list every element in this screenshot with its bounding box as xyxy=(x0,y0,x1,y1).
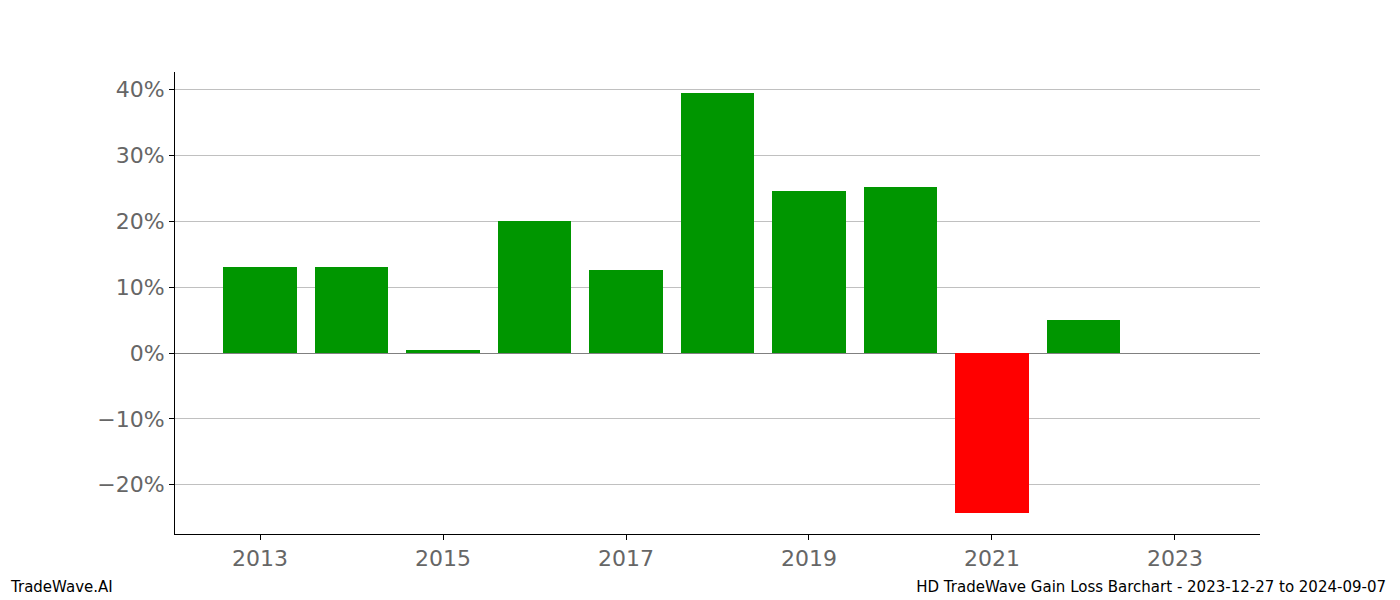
svg-text:2021: 2021 xyxy=(964,546,1020,571)
svg-text:HD TradeWave Gain Loss Barchar: HD TradeWave Gain Loss Barchart - 2023-1… xyxy=(916,578,1386,596)
svg-text:40%: 40% xyxy=(116,77,165,102)
svg-text:10%: 10% xyxy=(116,275,165,300)
svg-text:2017: 2017 xyxy=(598,546,654,571)
svg-text:2015: 2015 xyxy=(415,546,471,571)
svg-text:0%: 0% xyxy=(130,341,165,366)
svg-text:−20%: −20% xyxy=(97,472,164,497)
svg-text:2013: 2013 xyxy=(232,546,288,571)
svg-text:−10%: −10% xyxy=(97,407,164,432)
svg-text:30%: 30% xyxy=(116,143,165,168)
svg-text:2023: 2023 xyxy=(1147,546,1203,571)
svg-text:2019: 2019 xyxy=(781,546,837,571)
svg-text:20%: 20% xyxy=(116,209,165,234)
svg-text:TradeWave.AI: TradeWave.AI xyxy=(10,578,113,596)
